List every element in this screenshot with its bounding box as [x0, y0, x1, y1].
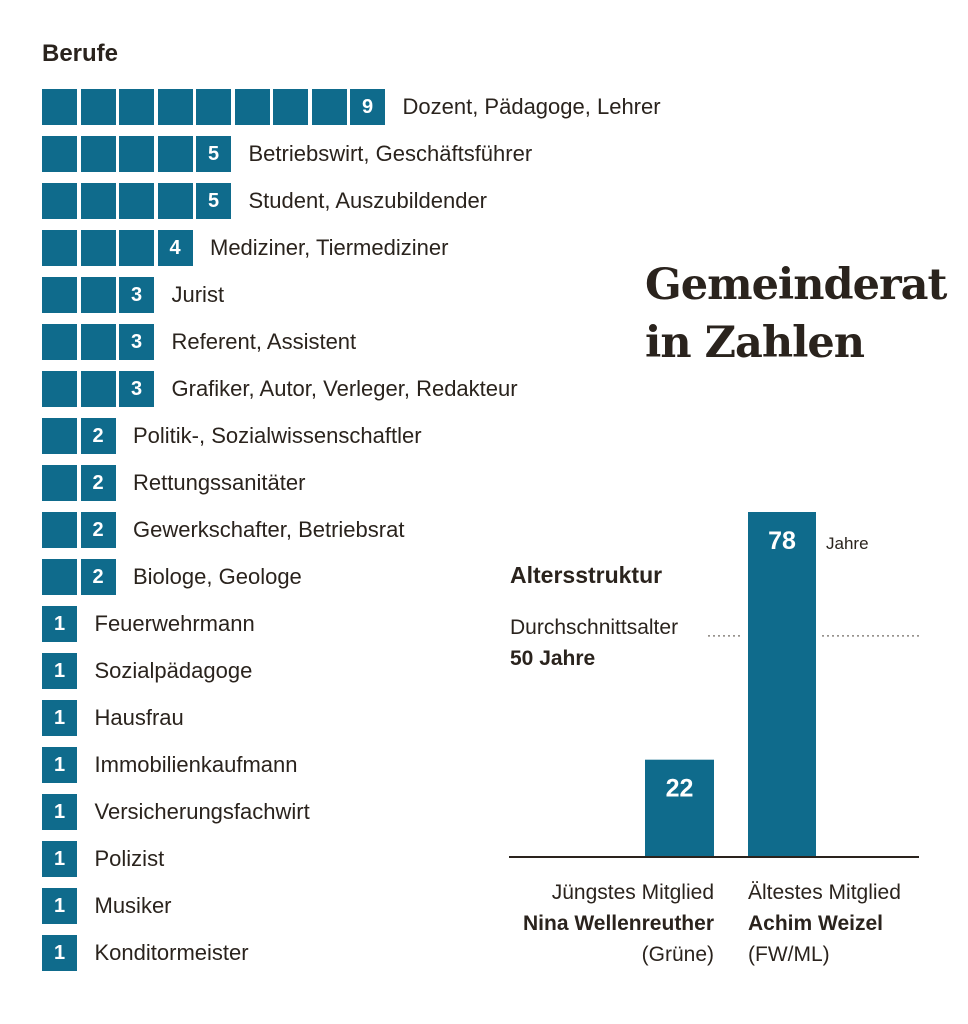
profession-label: Musiker — [94, 893, 172, 918]
profession-label: Biologe, Geologe — [133, 564, 302, 589]
profession-label: Student, Auszubildender — [248, 188, 488, 213]
unit-square — [157, 136, 193, 172]
profession-value: 2 — [80, 418, 116, 454]
profession-value: 5 — [196, 183, 231, 219]
profession-value: 1 — [42, 606, 77, 642]
unit-square — [42, 465, 77, 501]
oldest-age-label: 78 — [768, 527, 796, 555]
unit-square — [80, 183, 116, 219]
profession-label: Sozialpädagoge — [94, 658, 253, 683]
oldest-role: Ältestes Mitglied — [748, 881, 901, 904]
profession-label: Dozent, Pädagoge, Lehrer — [402, 94, 661, 119]
profession-value: 4 — [157, 230, 193, 266]
unit-square — [80, 89, 116, 125]
unit-square — [119, 183, 154, 219]
unit-square — [119, 230, 154, 266]
profession-value: 3 — [119, 371, 154, 407]
profession-label: Mediziner, Tiermediziner — [210, 235, 449, 260]
unit-square — [42, 371, 77, 407]
unit-square — [42, 136, 77, 172]
profession-value: 5 — [196, 136, 231, 172]
age-unit-label: Jahre — [826, 534, 869, 553]
unit-square — [157, 89, 193, 125]
average-value: 50 Jahre — [510, 647, 596, 670]
unit-square — [42, 89, 77, 125]
profession-value: 3 — [119, 277, 154, 313]
profession-label: Rettungssanitäter — [133, 470, 306, 495]
headline-line2: in Zahlen — [645, 318, 865, 368]
unit-square — [157, 183, 193, 219]
youngest-role: Jüngstes Mitglied — [551, 881, 714, 904]
unit-square — [80, 324, 116, 360]
youngest-name: Nina Wellenreuther — [523, 912, 714, 935]
profession-value: 2 — [80, 512, 116, 548]
profession-label: Konditormeister — [94, 940, 249, 965]
unit-square — [119, 89, 154, 125]
unit-square — [80, 371, 116, 407]
profession-value: 1 — [42, 888, 77, 924]
average-label: Durchschnittsalter — [510, 616, 679, 639]
unit-square — [42, 559, 77, 595]
profession-value: 1 — [42, 794, 77, 830]
unit-square — [196, 89, 231, 125]
profession-label: Immobilienkaufmann — [94, 752, 298, 777]
headline: Gemeinderat in Zahlen — [645, 256, 947, 372]
profession-label: Politik-, Sozialwissenschaftler — [133, 423, 422, 448]
youngest-bar — [645, 759, 714, 857]
unit-square — [42, 277, 77, 313]
oldest-caption: Ältestes Mitglied Achim Weizel (FW/ML) — [748, 877, 901, 970]
unit-square — [42, 183, 77, 219]
unit-square — [80, 136, 116, 172]
profession-label: Feuerwehrmann — [94, 611, 255, 636]
unit-square — [80, 230, 116, 266]
profession-label: Hausfrau — [94, 705, 184, 730]
unit-square — [311, 89, 347, 125]
profession-value: 1 — [42, 653, 77, 689]
professions-title: Berufe — [42, 40, 119, 67]
headline-line1: Gemeinderat — [645, 260, 947, 310]
profession-value: 2 — [80, 465, 116, 501]
profession-label: Betriebswirt, Geschäftsführer — [248, 141, 533, 166]
unit-square — [42, 512, 77, 548]
unit-square — [42, 418, 77, 454]
unit-square — [80, 277, 116, 313]
youngest-caption: Jüngstes Mitglied Nina Wellenreuther (Gr… — [523, 877, 714, 970]
profession-value: 3 — [119, 324, 154, 360]
profession-value: 2 — [80, 559, 116, 595]
unit-square — [42, 324, 77, 360]
youngest-age-label: 22 — [666, 775, 694, 803]
oldest-party: (FW/ML) — [748, 943, 830, 966]
oldest-name: Achim Weizel — [748, 912, 883, 935]
profession-value: 1 — [42, 935, 77, 971]
profession-label: Jurist — [171, 282, 225, 307]
profession-value: 1 — [42, 700, 77, 736]
profession-label: Grafiker, Autor, Verleger, Redakteur — [171, 376, 518, 401]
profession-label: Polizist — [94, 846, 165, 871]
age-chart-title: Altersstruktur — [510, 562, 663, 588]
unit-square — [273, 89, 308, 125]
oldest-bar — [748, 512, 816, 857]
profession-label: Referent, Assistent — [171, 329, 357, 354]
profession-value: 9 — [350, 89, 385, 125]
profession-value: 1 — [42, 747, 77, 783]
unit-square — [42, 230, 77, 266]
profession-value: 1 — [42, 841, 77, 877]
unit-square — [119, 136, 154, 172]
unit-square — [234, 89, 270, 125]
profession-label: Versicherungsfachwirt — [94, 799, 310, 824]
profession-label: Gewerkschafter, Betriebsrat — [133, 517, 405, 542]
youngest-party: (Grüne) — [641, 943, 714, 966]
